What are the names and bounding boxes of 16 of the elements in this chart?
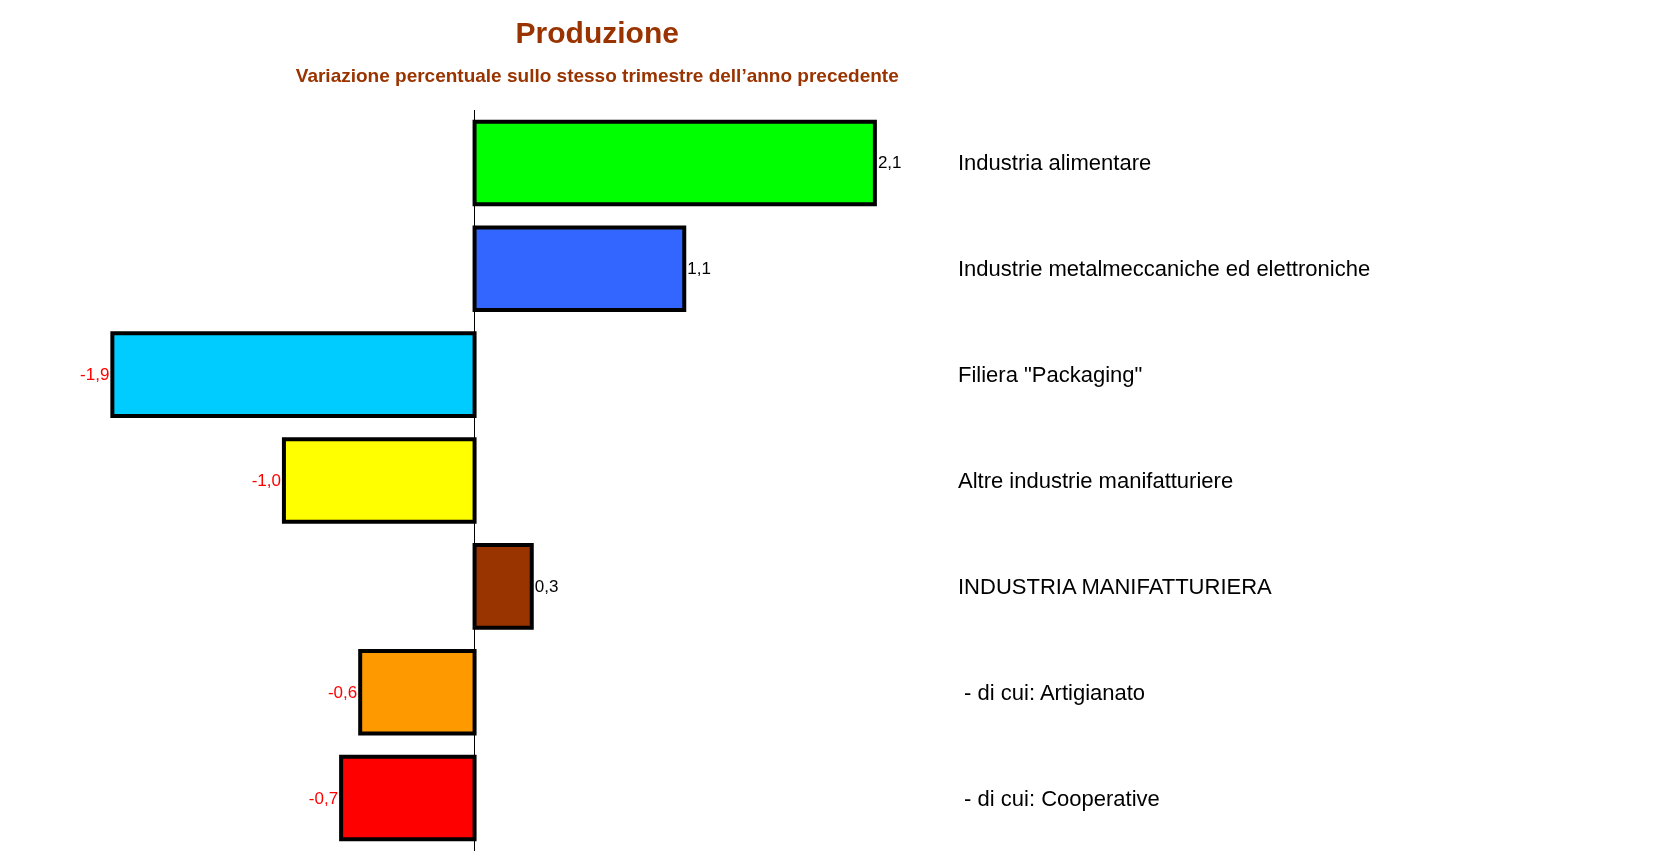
data-label: -1,0 — [251, 471, 281, 490]
y-tick-label: - di cui: Artigianato — [958, 680, 1146, 705]
data-label: 0,3 — [534, 576, 559, 596]
y-tick-label: INDUSTRIA MANIFATTURIERA — [958, 574, 1273, 599]
data-label: -1,9 — [80, 365, 110, 385]
y-tick-label: Altre industrie manifatturiere — [958, 468, 1234, 493]
data-label: -0,7 — [308, 788, 339, 808]
y-tick-label: Filiera "Packaging" — [958, 362, 1143, 387]
y-tick-label: Industria alimentare — [958, 150, 1152, 175]
y-tick-label: Industrie metalmeccaniche ed elettroniche — [958, 256, 1371, 281]
data-label: 2,1 — [877, 153, 902, 173]
data-label: 1,1 — [687, 259, 711, 279]
chart-title: Produzione — [515, 15, 679, 49]
chart-subtitle: Variazione percentuale sullo stesso trimestre dell’anno precedente — [295, 64, 899, 86]
data-label: -0,6 — [327, 682, 358, 702]
y-tick-label: - di cui: Cooperative — [958, 786, 1160, 811]
